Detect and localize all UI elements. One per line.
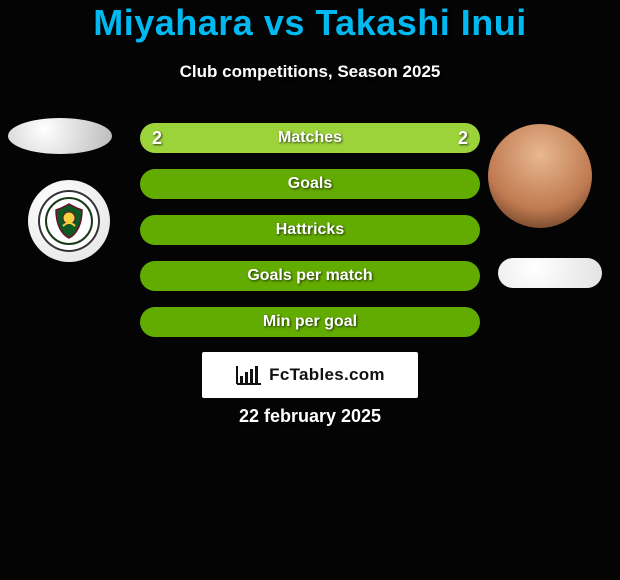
stat-row-goals-per-match: Goals per match	[140, 261, 480, 291]
stat-row-matches: 2 Matches 2	[140, 123, 480, 153]
player-avatar-right	[488, 124, 592, 228]
stat-label: Matches	[278, 129, 342, 147]
club-badge-left	[28, 180, 110, 262]
page-subtitle: Club competitions, Season 2025	[0, 62, 620, 82]
stat-label: Min per goal	[263, 313, 357, 331]
stat-row-min-per-goal: Min per goal	[140, 307, 480, 337]
player-avatar-left	[8, 118, 112, 154]
stat-row-goals: Goals	[140, 169, 480, 199]
comparison-date: 22 february 2025	[0, 406, 620, 427]
comparison-card: Miyahara vs Takashi Inui Club competitio…	[0, 0, 620, 580]
tokyo-verdy-badge	[38, 190, 100, 252]
stat-value-left: 2	[152, 123, 162, 153]
stat-label: Hattricks	[276, 221, 344, 239]
stat-label: Goals	[288, 175, 332, 193]
club-badge-right	[498, 258, 602, 288]
stat-label: Goals per match	[247, 267, 372, 285]
page-title: Miyahara vs Takashi Inui	[0, 2, 620, 44]
shield-icon	[44, 196, 94, 246]
branding-text: FcTables.com	[269, 365, 385, 385]
branding-box[interactable]: FcTables.com	[202, 352, 418, 398]
stat-row-hattricks: Hattricks	[140, 215, 480, 245]
stat-value-right: 2	[458, 123, 468, 153]
bar-chart-icon	[235, 364, 263, 386]
